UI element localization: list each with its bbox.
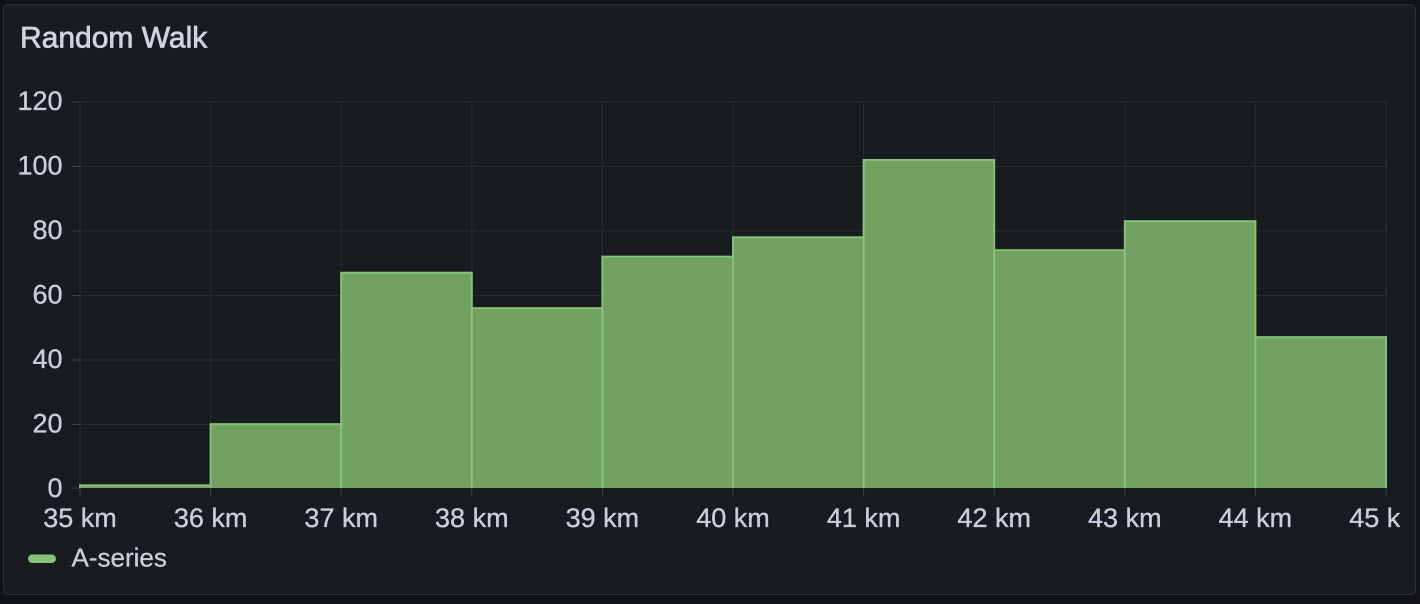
svg-text:43 km: 43 km: [1088, 503, 1162, 533]
svg-text:100: 100: [17, 151, 62, 181]
svg-text:36 km: 36 km: [174, 503, 248, 533]
svg-text:42 km: 42 km: [957, 503, 1031, 533]
svg-text:39 km: 39 km: [566, 503, 640, 533]
svg-text:20: 20: [32, 409, 62, 439]
svg-text:38 km: 38 km: [435, 503, 509, 533]
svg-text:40: 40: [32, 344, 62, 374]
svg-text:40 km: 40 km: [696, 503, 770, 533]
svg-text:60: 60: [32, 280, 62, 310]
svg-text:0: 0: [47, 473, 62, 503]
svg-text:120: 120: [17, 86, 62, 116]
svg-text:45 km: 45 km: [1349, 503, 1420, 533]
svg-text:35 km: 35 km: [43, 503, 117, 533]
svg-text:A-series: A-series: [72, 543, 167, 573]
svg-text:44 km: 44 km: [1219, 503, 1293, 533]
svg-text:37 km: 37 km: [304, 503, 378, 533]
svg-text:41 km: 41 km: [827, 503, 901, 533]
svg-text:Random Walk: Random Walk: [20, 22, 208, 55]
svg-text:80: 80: [32, 215, 62, 245]
